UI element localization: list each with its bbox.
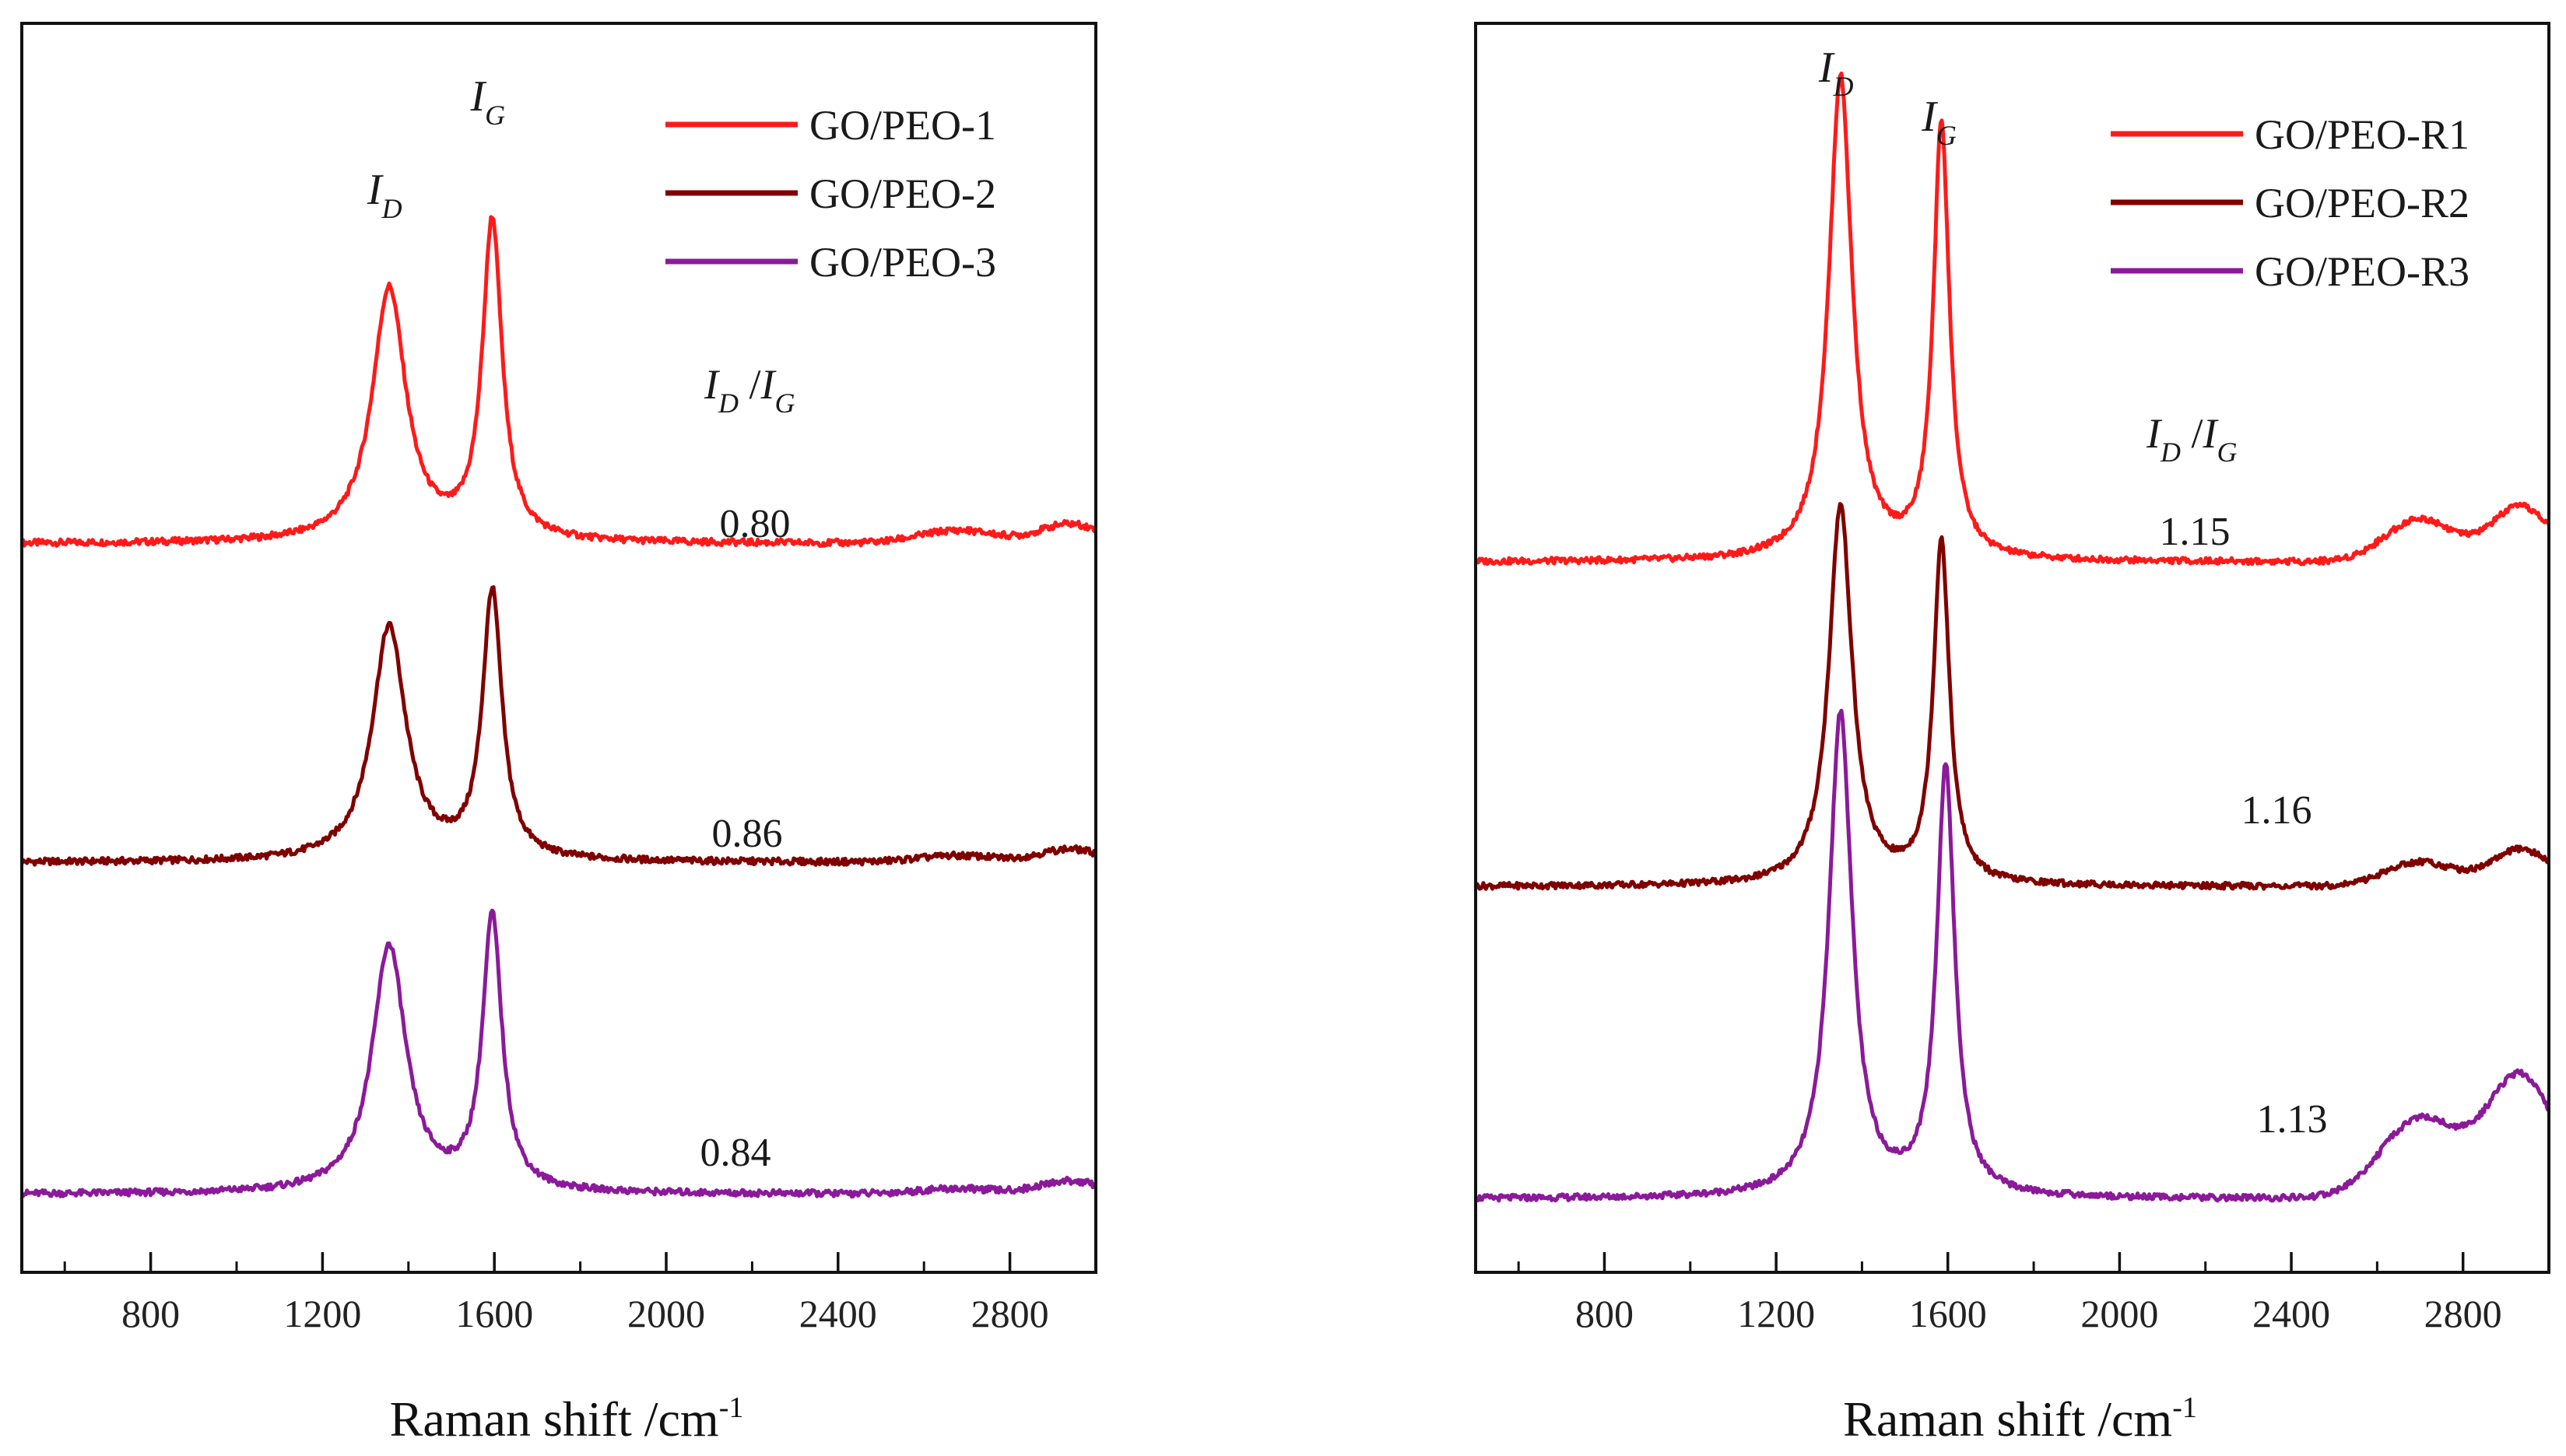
x-tick-label: 2000 [2080,1292,2158,1335]
plot-frame [20,22,1097,1274]
legend-label: GO/PEO-R1 [2255,111,2469,158]
x-axis-title: Raman shift /cm-1 [390,1391,744,1447]
ratio-value: 0.86 [712,812,783,856]
chart-panel-left: 800 1200 1600 2000 2400 2800 Raman shift /cm-1… [19,22,1097,1447]
x-tick-label: 1600 [1909,1292,1987,1335]
series-line-go-peo-r1 [1474,71,2550,567]
ratio-value: 1.13 [2257,1097,2328,1142]
ratio-value: 1.16 [2241,788,2312,833]
peak-label-d: ID [1818,44,1854,102]
x-tick-label: 1200 [283,1292,361,1335]
legend-label: GO/PEO-3 [809,239,996,286]
chart-panel-right: 800 1200 1600 2000 2400 2800 Raman shift /cm-1… [1473,22,2550,1447]
peak-label-g: IG [1921,93,1957,151]
series-line-go-peo-r3 [1474,708,2550,1203]
peak-label-d: ID [367,166,402,224]
x-tick-label: 2800 [2424,1292,2502,1335]
x-tick-label: 2000 [627,1292,705,1335]
plot-frame [1474,22,2550,1274]
x-tick-label: 2800 [971,1292,1049,1335]
legend-label: GO/PEO-2 [809,170,996,217]
ratio-title: ID /IG [704,361,795,419]
peak-label-g: IG [469,72,505,131]
ratio-value: 0.80 [720,502,791,546]
legend-label: GO/PEO-1 [809,102,996,149]
series-line-go-peo-r2 [1473,502,2550,891]
series-line-go-peo-1 [19,215,1097,548]
x-tick-label: 2400 [2252,1292,2330,1335]
legend-label: GO/PEO-R2 [2255,180,2469,226]
x-axis-title: Raman shift /cm-1 [1843,1391,2197,1447]
x-tick-label: 1200 [1737,1292,1815,1335]
x-tick-label: 800 [121,1292,180,1335]
legend-label: GO/PEO-R3 [2255,248,2469,295]
series-line-go-peo-3 [21,908,1097,1199]
ratio-title: ID /IG [2146,410,2237,468]
ratio-value: 0.84 [700,1131,771,1175]
x-tick-label: 1600 [455,1292,533,1335]
series-line-go-peo-2 [19,585,1097,867]
ratio-value: 1.15 [2160,510,2231,554]
x-tick-label: 800 [1575,1292,1634,1335]
x-tick-label: 2400 [799,1292,877,1335]
